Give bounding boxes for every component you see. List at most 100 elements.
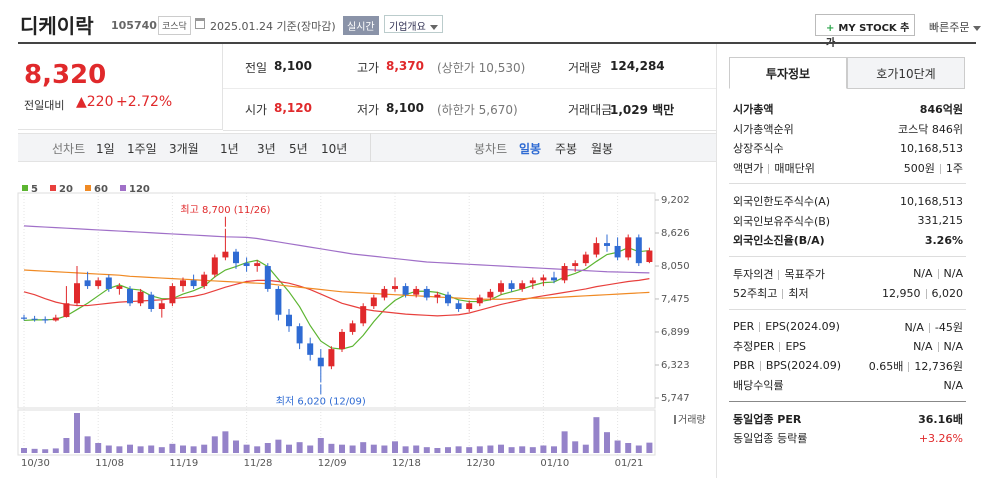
legend-label: 60 (94, 184, 108, 195)
info-label: PBR BPS(2024.09) (733, 359, 841, 372)
info-label-part: PER (733, 320, 755, 333)
volume-bar (158, 447, 165, 453)
candle-body (180, 280, 186, 287)
info-value: N/A -45원 (904, 319, 963, 335)
candle-body (614, 245, 621, 258)
volume-bar (201, 444, 208, 453)
info-label-part: 52주최고 (733, 287, 778, 300)
candle-body (328, 349, 335, 367)
info-row: 외국인한도주식수(A) 10,168,513 (733, 192, 963, 210)
candle-body (561, 266, 568, 281)
info-label-part: EPS(2024.09) (765, 320, 840, 333)
volume-bar (264, 443, 271, 453)
volume-bar (116, 446, 123, 453)
header-rule (18, 42, 976, 44)
volume-bar (519, 446, 526, 453)
info-value-part: 500원 (903, 161, 935, 175)
period-tab[interactable]: 5년 (289, 142, 308, 156)
info-row: 상장주식수 10,168,513 (733, 139, 963, 157)
candle-body (201, 274, 208, 287)
candle-body (95, 280, 102, 287)
info-label: 외국인소진율(B/A) (733, 232, 825, 248)
candle-body (222, 251, 229, 258)
legend-label: 5 (31, 184, 38, 195)
info-value-part: +3.26% (918, 431, 963, 445)
volume-bar (635, 445, 642, 453)
volume-bar (180, 445, 186, 453)
y-tick-label: 7,475 (661, 294, 690, 305)
volume-frame (17, 409, 656, 456)
candle-body (21, 317, 27, 319)
separator (928, 322, 930, 333)
candle-tab[interactable]: 월봉 (591, 142, 614, 156)
info-row: 52주최고 최저 12,950 6,020 (733, 284, 963, 302)
quick-order[interactable]: 빠른주문 (929, 19, 982, 35)
change-label: 전일대비 (24, 99, 65, 112)
period-tab[interactable]: 10년 (321, 142, 348, 156)
volume-bar (413, 445, 420, 453)
volume-bar (646, 442, 653, 453)
section-divider (729, 400, 966, 402)
volume-bar (604, 432, 610, 453)
candle-body (381, 288, 388, 298)
legend-swatch (22, 185, 28, 191)
volume-bar (625, 443, 632, 453)
x-tick-label: 11/08 (95, 458, 124, 469)
candle-body (519, 283, 526, 289)
period-tab[interactable]: 3년 (257, 142, 276, 156)
company-button[interactable]: 기업개요 (384, 15, 443, 33)
info-value: 500원 1주 (904, 160, 963, 176)
info-value-part: N/A (943, 339, 963, 353)
info-value-part: 10,168,513 (900, 141, 963, 155)
volume-bar (328, 443, 335, 453)
summary-value: 8,100 (274, 59, 312, 73)
legend-label: 120 (129, 184, 150, 195)
volume-bar (127, 444, 133, 453)
invest-tab[interactable]: 호가10단계 (847, 57, 965, 89)
volume-bar (455, 446, 462, 453)
volume-bar (275, 439, 282, 453)
info-label: 동일업종 PER (733, 411, 801, 427)
candle-body (148, 294, 155, 310)
volume-bar (582, 444, 589, 453)
candle-body (540, 277, 547, 281)
candle-body (370, 297, 377, 307)
plot-frame (17, 192, 656, 409)
candle-body (169, 286, 176, 304)
candle-body (307, 343, 314, 355)
info-value: 코스닥 846위 (898, 121, 963, 137)
volume-bar (402, 446, 409, 453)
volume-bar (137, 446, 144, 453)
info-row: 동일업종 등락률 +3.26% (733, 429, 963, 447)
separator (779, 342, 781, 352)
dropdown-arrow (429, 24, 438, 30)
mystock-button[interactable]: +MY STOCK 추가 (815, 14, 915, 49)
period-tab[interactable]: 3개월 (169, 142, 199, 156)
info-row: PBR BPS(2024.09) 0.65배 12,736원 (733, 357, 963, 375)
period-tab[interactable]: 1일 (96, 142, 115, 156)
volume-bar (190, 446, 197, 453)
plus-icon: + (826, 23, 835, 34)
legend-swatch (50, 185, 56, 191)
legend-swatch (120, 185, 126, 191)
volume-bar (445, 447, 451, 453)
candle-tab[interactable]: 일봉 (519, 142, 542, 156)
volume-bar (148, 445, 155, 453)
current-price: 8,320 (24, 60, 107, 90)
candle-body (264, 266, 271, 289)
summary-label: 전일 (245, 61, 268, 75)
candle-body (127, 288, 133, 304)
info-label-part: 상장주식수 (733, 142, 784, 155)
period-tab[interactable]: 1주일 (127, 142, 157, 156)
invest-tab[interactable]: 투자정보 (729, 57, 847, 89)
candle-tab[interactable]: 주봉 (555, 142, 578, 156)
candle-body (254, 263, 261, 267)
y-tick-label: 9,202 (661, 195, 690, 206)
period-tab[interactable]: 1년 (220, 142, 239, 156)
company-button-text: 기업개요 (389, 22, 426, 33)
candle-body (646, 250, 653, 263)
realtime-badge[interactable]: 실시간 (343, 16, 379, 35)
separator (759, 361, 761, 371)
info-value-part: 0.65배 (868, 359, 904, 373)
